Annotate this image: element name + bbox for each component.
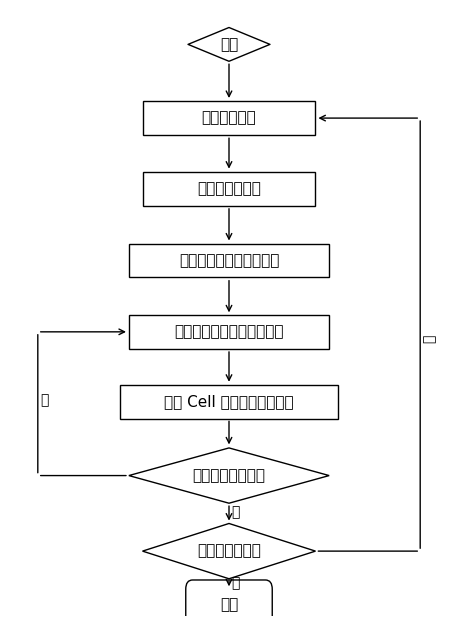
Polygon shape	[142, 523, 316, 579]
FancyBboxPatch shape	[129, 244, 329, 278]
FancyBboxPatch shape	[142, 101, 316, 135]
FancyBboxPatch shape	[129, 315, 329, 349]
Text: 输入环境信息: 输入环境信息	[202, 110, 256, 126]
Text: 是: 是	[231, 577, 240, 590]
Text: 结束: 结束	[220, 597, 238, 612]
Polygon shape	[188, 28, 270, 61]
Text: 通过蚁群算法进行路径规划: 通过蚁群算法进行路径规划	[174, 325, 284, 339]
FancyBboxPatch shape	[186, 580, 272, 617]
Text: 通过 Cell 数组储存路径信息: 通过 Cell 数组储存路径信息	[164, 394, 294, 409]
Text: 否: 否	[231, 505, 240, 520]
Polygon shape	[129, 448, 329, 503]
Text: 否: 否	[422, 335, 436, 344]
Text: 是: 是	[40, 394, 49, 408]
Text: 开始: 开始	[220, 37, 238, 52]
FancyBboxPatch shape	[120, 385, 338, 419]
Text: 将地图转化为赋权有向图: 将地图转化为赋权有向图	[179, 253, 279, 268]
Text: 是否到达目标点: 是否到达目标点	[197, 544, 261, 558]
Text: 环境信息栅格化: 环境信息栅格化	[197, 181, 261, 196]
Text: 是否遇到静态陷阱: 是否遇到静态陷阱	[192, 468, 266, 483]
FancyBboxPatch shape	[142, 172, 316, 205]
